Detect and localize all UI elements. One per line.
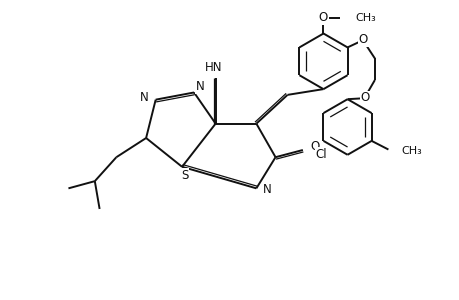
Text: Cl: Cl [314, 148, 326, 161]
Text: S: S [180, 169, 188, 182]
Text: N: N [262, 183, 271, 196]
Text: O: O [359, 91, 369, 104]
Text: CH₃: CH₃ [355, 13, 375, 23]
Text: N: N [140, 91, 148, 104]
Text: O: O [310, 140, 319, 153]
Text: HN: HN [204, 61, 222, 74]
Text: O: O [358, 33, 367, 46]
Text: N: N [195, 80, 204, 93]
Text: O: O [318, 11, 327, 24]
Text: CH₃: CH₃ [401, 146, 421, 156]
